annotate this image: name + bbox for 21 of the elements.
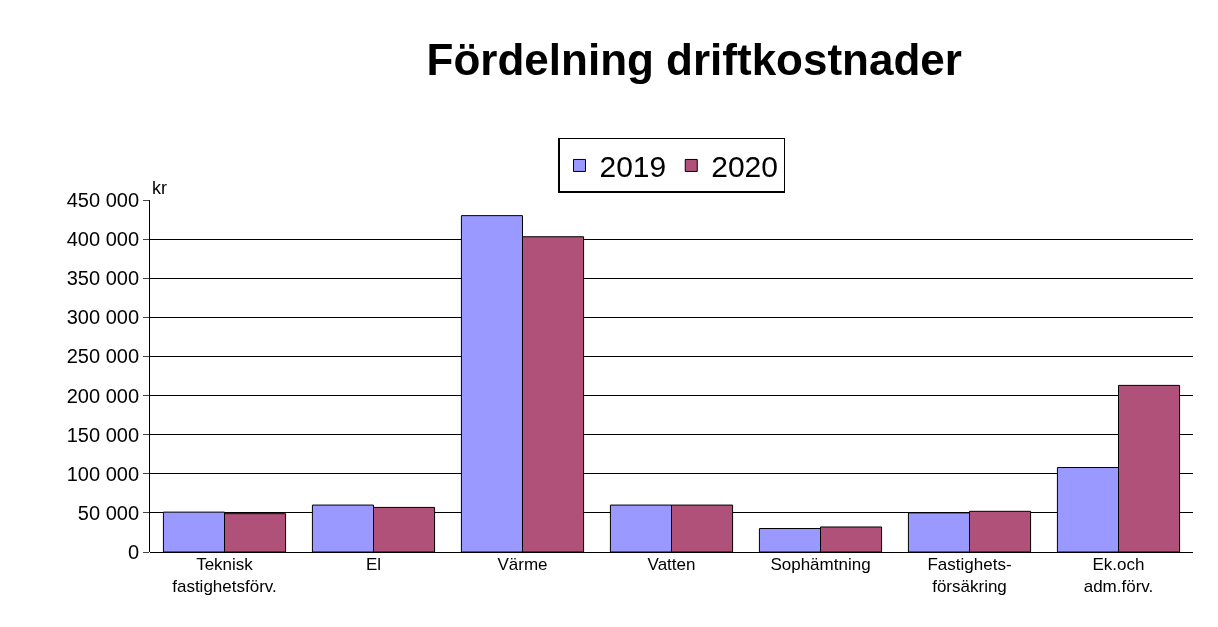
legend-label: 2019 [599, 150, 667, 184]
y-axis-title: kr [152, 178, 167, 198]
y-tick-label: 300 000 [66, 306, 139, 329]
x-tick-label: Teknisk fastighetsförv. [172, 555, 277, 597]
x-tick-label: El [365, 555, 382, 574]
x-tick-label: Sophämtning [770, 555, 871, 574]
x-tick-label: Fastighets- försäkring [927, 555, 1012, 597]
y-tick-label: 150 000 [66, 423, 139, 446]
y-tick-label: 50 000 [77, 501, 139, 524]
y-tick-label: 250 000 [66, 345, 139, 368]
y-tick-label: 200 000 [66, 384, 139, 407]
chart-title: Fördelning driftkostnader [426, 34, 962, 84]
x-tick-label: Vatten [647, 555, 696, 574]
y-tick-label: 0 [127, 541, 139, 563]
y-tick-label: 400 000 [66, 228, 139, 251]
legend-label: 2020 [711, 150, 778, 184]
x-tick-label: Värme [497, 555, 548, 574]
y-tick-label: 100 000 [66, 462, 139, 485]
y-tick-label: 450 000 [66, 189, 139, 211]
x-tick-label: Ek.och adm.förv. [1083, 555, 1154, 597]
y-tick-label: 350 000 [66, 267, 139, 290]
